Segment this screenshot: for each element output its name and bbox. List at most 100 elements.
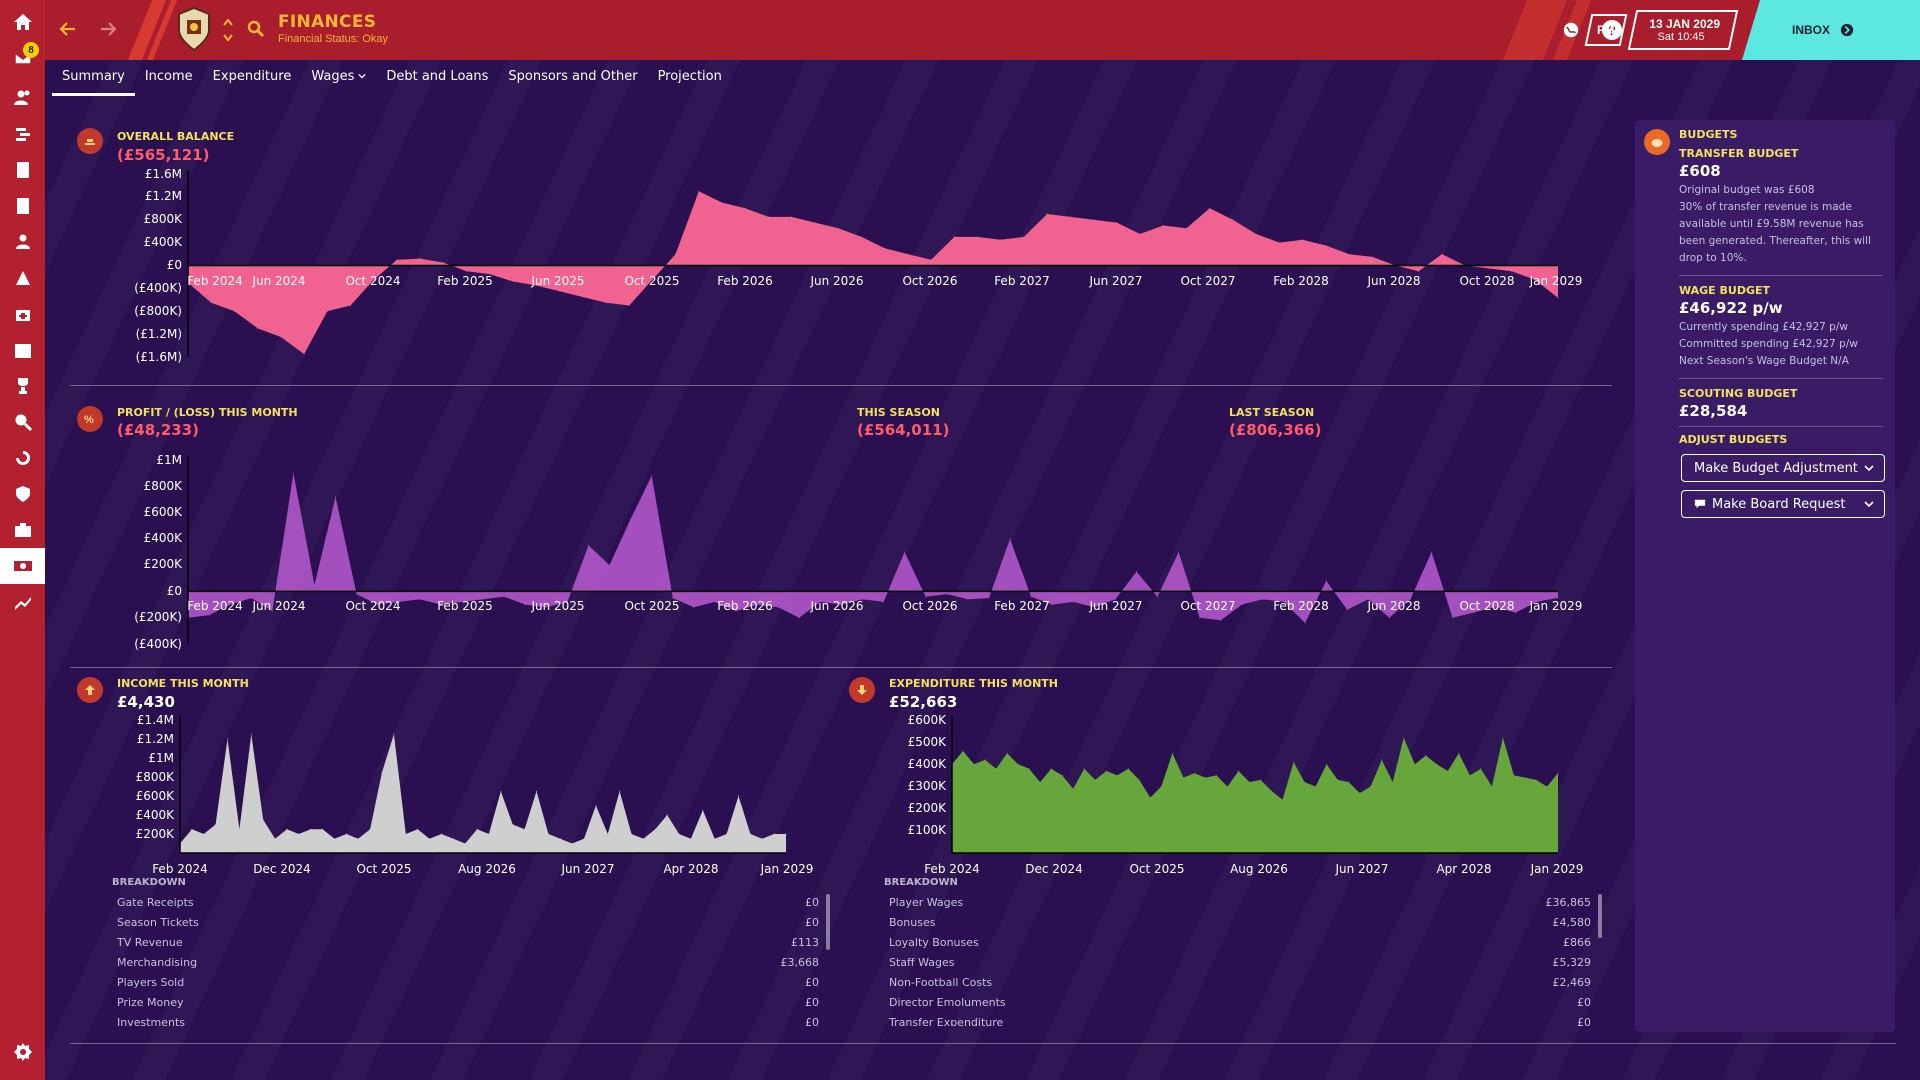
income-point — [191, 828, 193, 830]
reports-icon[interactable] — [0, 188, 45, 224]
profit-point — [777, 606, 779, 608]
profit-point — [1157, 596, 1158, 598]
help-icon: ? — [1602, 20, 1622, 40]
club-crest-icon[interactable] — [175, 6, 213, 52]
help-button[interactable]: ? — [1600, 18, 1624, 42]
expenditure-point — [1050, 768, 1052, 770]
balance-x-tick-label: Oct 2026 — [902, 274, 957, 288]
income-breakdown-row: TV Revenue £113 — [117, 932, 819, 952]
fm-menu-button[interactable]: FM — [1584, 14, 1628, 46]
home-icon[interactable] — [0, 4, 45, 40]
expenditure-point — [1127, 768, 1129, 770]
expenditure-breakdown-row-name: Director Emoluments — [889, 995, 1006, 1009]
forward-button[interactable] — [93, 14, 123, 44]
expenditure-y-tick-label: £200K — [908, 801, 948, 815]
profit-point — [356, 593, 358, 595]
balance-point — [675, 253, 677, 255]
income-breakdown-row-value: £0 — [805, 1015, 819, 1027]
income-x-tick-label: Jun 2027 — [560, 862, 614, 876]
expenditure-breakdown-row-value: £0 — [1577, 995, 1591, 1009]
balance-point — [721, 202, 723, 204]
profit-point — [1241, 604, 1243, 606]
inbox-icon[interactable]: 8 — [0, 40, 45, 76]
expenditure-point — [1436, 763, 1438, 765]
balance-point — [907, 253, 909, 255]
income-point — [215, 824, 217, 825]
expenditure-breakdown-scrollbar[interactable] — [1598, 894, 1602, 938]
expenditure-x-tick-label: Dec 2024 — [1025, 862, 1083, 876]
scouting-budget-label: SCOUTING BUDGET — [1679, 387, 1798, 400]
expenditure-point — [1182, 777, 1184, 779]
competitions-icon[interactable] — [0, 368, 45, 404]
income-point — [345, 833, 347, 835]
income-point — [179, 843, 181, 844]
expenditure-breakdown-list[interactable]: Player Wages £36,865 Bonuses £4,580 Loyalty … — [889, 892, 1591, 1027]
tab-debt-and-loans[interactable]: Debt and Loans — [386, 69, 489, 84]
inbox-continue-button[interactable]: INBOX — [1742, 0, 1920, 60]
income-point — [238, 828, 240, 830]
profit-point — [440, 604, 442, 606]
arrow-right-icon — [101, 22, 117, 36]
tab-expenditure[interactable]: Expenditure — [212, 69, 292, 84]
finances-icon[interactable] — [0, 548, 45, 584]
dynamics-icon[interactable] — [0, 152, 45, 188]
expenditure-point — [1227, 786, 1228, 787]
tactics-icon[interactable] — [0, 116, 45, 152]
date-display[interactable]: 13 JAN 2029 Sat 10:45 — [1627, 10, 1739, 50]
tab-projection[interactable]: Projection — [657, 69, 722, 84]
income-breakdown-row-value: £3,668 — [780, 955, 820, 969]
board-request-content: Make Board Request — [1694, 497, 1846, 512]
make-board-request-dropdown[interactable]: Make Board Request — [1681, 490, 1885, 518]
balance-point — [605, 302, 607, 304]
scouting-icon[interactable] — [0, 404, 45, 440]
search-icon[interactable] — [247, 20, 265, 38]
profit-x-tick-label: Feb 2027 — [994, 599, 1050, 613]
income-x-tick-label: Feb 2024 — [152, 862, 208, 876]
expenditure-x-tick-label: Apr 2028 — [1436, 862, 1491, 876]
dev-centre-icon[interactable] — [0, 584, 45, 620]
back-button[interactable] — [53, 14, 83, 44]
income-breakdown-scrollbar[interactable] — [826, 894, 830, 950]
training-icon[interactable] — [0, 260, 45, 296]
profit-x-tick-label: Jun 2028 — [1366, 599, 1420, 613]
club-info-icon[interactable] — [0, 476, 45, 512]
this-season-label: THIS SEASON — [857, 406, 940, 419]
expenditure-point — [1546, 786, 1548, 787]
profit-point — [862, 598, 863, 600]
chevron-updown-icon[interactable] — [223, 16, 233, 44]
expenditure-point — [1491, 786, 1493, 787]
income-y-tick-label: £400K — [136, 808, 176, 822]
tab-summary[interactable]: Summary — [52, 62, 135, 96]
separator — [1679, 426, 1883, 427]
expenditure-point — [1083, 768, 1085, 770]
expenditure-point — [951, 763, 953, 765]
transfers-icon[interactable] — [0, 440, 45, 476]
balance-point — [1069, 216, 1071, 218]
make-budget-adjustment-dropdown[interactable]: Make Budget Adjustment — [1681, 454, 1885, 482]
staff-icon[interactable] — [0, 224, 45, 260]
balance-point — [930, 259, 932, 261]
settings-icon[interactable] — [0, 1034, 45, 1070]
tab-income[interactable]: Income — [144, 69, 193, 84]
overall-balance-value: (£565,121) — [117, 146, 210, 164]
club-vision-icon[interactable] — [0, 512, 45, 548]
balance-x-tick-label: Feb 2027 — [994, 274, 1050, 288]
chevron-down-icon — [1864, 465, 1874, 472]
medical-icon[interactable] — [0, 296, 45, 332]
profit-point — [1431, 551, 1432, 553]
income-breakdown-row: Players Sold £0 — [117, 972, 819, 992]
balance-point — [1325, 245, 1327, 246]
current-time: Sat 10:45 — [1657, 31, 1706, 43]
income-breakdown-list[interactable]: Gate Receipts £0 Season Tickets £0 TV Revenu… — [117, 892, 820, 1027]
profit-point — [1325, 580, 1327, 582]
tab-wages[interactable]: Wages — [301, 62, 376, 96]
tab-sponsors-and-other[interactable]: Sponsors and Other — [508, 69, 638, 84]
income-point — [393, 733, 395, 735]
expenditure-point — [1359, 792, 1361, 794]
profit-x-tick-label: Oct 2024 — [345, 599, 400, 613]
tab-wages-label: Wages — [311, 69, 355, 84]
social-feed-button[interactable] — [1559, 18, 1583, 42]
calendar-icon[interactable] — [0, 332, 45, 368]
income-point — [666, 814, 668, 816]
squad-icon[interactable] — [0, 80, 45, 116]
